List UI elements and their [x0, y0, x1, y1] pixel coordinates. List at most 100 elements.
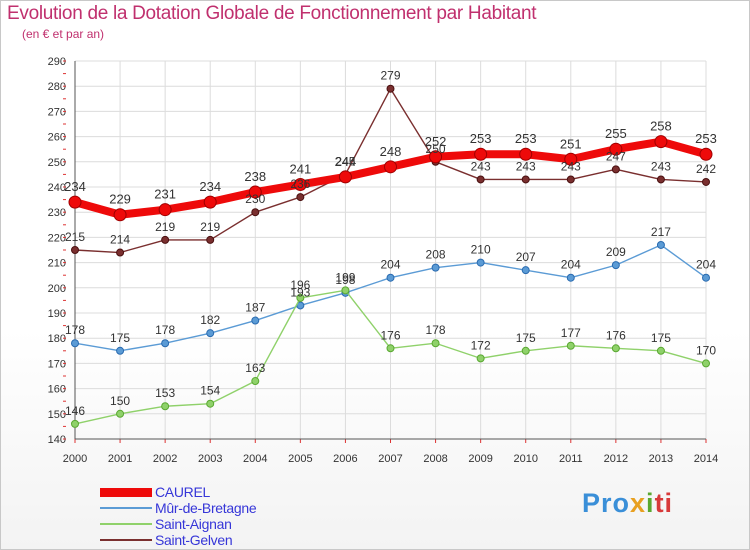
data-point-saint-aignan [161, 402, 170, 411]
data-point-saint-aignan [116, 409, 125, 418]
data-point-mur-de-bretagne [566, 273, 575, 282]
y-tick-label: 180 [48, 333, 66, 345]
data-point-mur-de-bretagne [702, 273, 710, 282]
x-tick-label: 2011 [559, 453, 583, 465]
data-point-saint-aignan [476, 354, 485, 363]
data-label-saint-aignan: 175 [516, 331, 536, 345]
legend-label-saint-gelven: Saint-Gelven [155, 532, 233, 548]
data-point-saint-gelven [296, 193, 305, 202]
data-label-saint-gelven: 279 [380, 69, 400, 83]
data-label-saint-gelven: 215 [65, 230, 85, 244]
data-point-saint-aignan [251, 377, 260, 386]
data-point-saint-gelven [71, 246, 79, 254]
data-point-mur-de-bretagne [206, 329, 215, 338]
data-label-saint-aignan: 154 [200, 384, 220, 398]
y-tick-label: 260 [48, 132, 66, 144]
x-tick-label: 2014 [694, 453, 718, 465]
data-label-caurel: 229 [109, 192, 131, 207]
x-tick-label: 2002 [153, 453, 177, 465]
logo-part-4: ti [654, 488, 674, 518]
data-point-caurel [338, 170, 352, 184]
data-point-caurel [519, 147, 533, 161]
data-point-saint-gelven [566, 175, 575, 184]
data-point-saint-aignan [71, 419, 79, 428]
data-label-saint-aignan: 177 [561, 326, 581, 340]
data-label-saint-aignan: 146 [65, 404, 85, 418]
y-tick-label: 240 [48, 182, 66, 194]
data-point-saint-aignan [702, 359, 710, 368]
legend-swatch-mur-de-bretagne [100, 507, 152, 509]
data-label-caurel: 253 [695, 131, 717, 146]
data-label-saint-aignan: 163 [245, 361, 265, 375]
data-point-caurel [113, 208, 127, 222]
logo-part-3: i [646, 488, 655, 518]
y-tick-label: 170 [48, 358, 66, 370]
data-label-saint-aignan: 153 [155, 386, 175, 400]
x-tick-label: 2000 [63, 453, 87, 465]
x-tick-label: 2001 [108, 453, 132, 465]
data-label-saint-gelven: 250 [426, 142, 446, 156]
x-tick-label: 2013 [649, 453, 673, 465]
data-label-saint-gelven: 219 [200, 220, 220, 234]
data-label-caurel: 258 [650, 119, 672, 134]
data-label-mur-de-bretagne: 193 [290, 285, 310, 299]
data-label-mur-de-bretagne: 198 [335, 273, 355, 287]
data-label-caurel: 234 [64, 179, 86, 194]
legend-label-saint-aignan: Saint-Aignan [155, 516, 232, 532]
legend-swatch-caurel [100, 488, 152, 497]
data-label-saint-aignan: 178 [426, 323, 446, 337]
data-label-caurel: 253 [470, 131, 492, 146]
data-point-saint-gelven [386, 84, 395, 93]
y-tick-label: 270 [48, 106, 66, 118]
data-point-saint-gelven [116, 248, 125, 257]
data-label-mur-de-bretagne: 209 [606, 245, 626, 259]
data-label-saint-aignan: 172 [471, 338, 491, 352]
data-label-saint-aignan: 150 [110, 394, 130, 408]
data-point-saint-aignan [341, 286, 350, 295]
data-label-saint-gelven: 243 [471, 159, 491, 173]
data-label-mur-de-bretagne: 187 [245, 301, 265, 315]
data-label-saint-gelven: 242 [696, 162, 716, 176]
y-tick-label: 220 [48, 232, 66, 244]
legend-swatch-saint-aignan [100, 523, 152, 525]
data-label-caurel: 251 [560, 136, 582, 151]
data-point-saint-aignan [656, 346, 665, 355]
data-point-mur-de-bretagne [656, 240, 665, 249]
x-tick-label: 2003 [198, 453, 222, 465]
proxiti-logo: Proxiti [582, 488, 673, 519]
data-label-mur-de-bretagne: 204 [561, 258, 581, 272]
data-point-saint-aignan [611, 344, 620, 353]
data-label-saint-gelven: 214 [110, 233, 130, 247]
data-label-caurel: 244 [335, 154, 357, 169]
data-point-mur-de-bretagne [431, 263, 440, 272]
data-point-mur-de-bretagne [611, 261, 620, 270]
data-point-saint-gelven [161, 235, 170, 244]
data-label-saint-gelven: 243 [516, 159, 536, 173]
data-point-caurel [384, 160, 397, 174]
data-point-caurel [654, 135, 668, 149]
logo-part-1: Pro [582, 488, 631, 518]
data-point-mur-de-bretagne [386, 273, 395, 282]
data-label-caurel: 241 [290, 161, 312, 176]
data-point-caurel [293, 177, 307, 191]
data-label-mur-de-bretagne: 204 [380, 258, 400, 272]
y-tick-label: 290 [48, 56, 66, 68]
data-label-mur-de-bretagne: 175 [110, 331, 130, 345]
y-tick-label: 210 [48, 258, 66, 270]
data-label-mur-de-bretagne: 217 [651, 225, 671, 239]
data-label-mur-de-bretagne: 207 [516, 250, 536, 264]
data-point-caurel [203, 195, 217, 209]
data-label-mur-de-bretagne: 204 [696, 258, 716, 272]
data-point-saint-aignan [206, 399, 215, 408]
data-label-caurel: 255 [605, 126, 627, 141]
data-point-caurel [248, 185, 262, 199]
data-point-saint-gelven [611, 165, 620, 174]
data-point-saint-aignan [386, 344, 395, 353]
data-point-mur-de-bretagne [161, 339, 170, 348]
data-label-caurel: 248 [380, 144, 402, 159]
y-tick-label: 150 [48, 409, 66, 421]
x-tick-label: 2007 [378, 453, 402, 465]
data-label-caurel: 231 [154, 187, 176, 202]
